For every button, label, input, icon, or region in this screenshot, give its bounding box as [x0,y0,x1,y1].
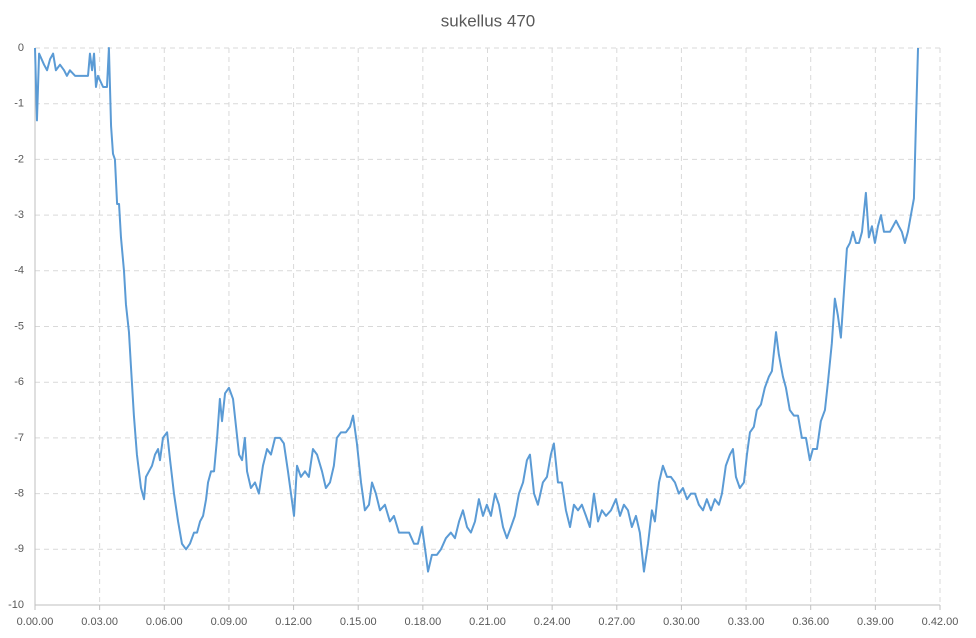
y-tick-label: -4 [14,265,24,277]
x-tick-label: 0.18.00 [405,616,442,628]
y-tick-label: -3 [14,209,24,221]
x-tick-label: 0.27.00 [598,616,635,628]
y-tick-label: -6 [14,376,24,388]
y-tick-label: -1 [14,98,24,110]
x-tick-label: 0.42.00 [922,616,959,628]
x-tick-label: 0.15.00 [340,616,377,628]
y-tick-label: -9 [14,543,24,555]
y-tick-label: -5 [14,320,24,332]
y-tick-label: -10 [8,599,24,611]
data-line [34,47,920,573]
y-tick-label: 0 [18,42,24,54]
x-tick-label: 0.00.00 [17,616,54,628]
x-tick-label: 0.30.00 [663,616,700,628]
x-tick-label: 0.12.00 [275,616,312,628]
x-tick-label: 0.36.00 [792,616,829,628]
x-tick-label: 0.09.00 [211,616,248,628]
x-tick-label: 0.03.00 [81,616,118,628]
y-tick-label: -2 [14,153,24,165]
y-tick-label: -7 [14,432,24,444]
y-tick-label: -8 [14,488,24,500]
x-tick-label: 0.33.00 [728,616,765,628]
x-tick-label: 0.24.00 [534,616,571,628]
x-tick-label: 0.21.00 [469,616,506,628]
chart-title: sukellus 470 [441,11,536,30]
x-tick-label: 0.06.00 [146,616,183,628]
x-tick-label: 0.39.00 [857,616,894,628]
